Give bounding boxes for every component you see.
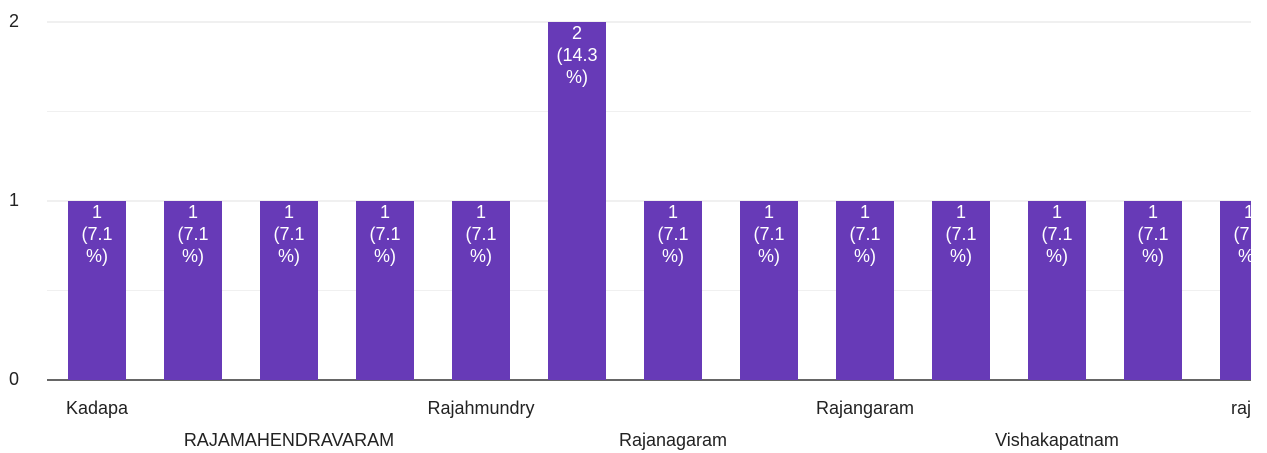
value-label: 1 (7.1%): [753, 202, 784, 266]
bar: [452, 201, 510, 380]
x-tick-label: rajar: [1231, 398, 1267, 418]
bar: [164, 201, 222, 380]
value-label: 1 (7.1%): [1137, 202, 1168, 266]
value-label: 1 (7.1%): [273, 202, 304, 266]
bar: [836, 201, 894, 380]
x-tick-label: Rajanagaram: [619, 430, 727, 450]
y-tick-label: 0: [9, 369, 19, 389]
y-tick-label: 2: [9, 11, 19, 31]
bar: [1220, 201, 1251, 380]
bar: [1028, 201, 1086, 380]
x-tick-label: Rajahmundry: [427, 398, 534, 418]
bar: [740, 201, 798, 380]
value-label: 1 (7.1%): [81, 202, 112, 266]
x-tick-label: Kadapa: [66, 398, 129, 418]
x-tick-label: Rajangaram: [816, 398, 914, 418]
y-tick-label: 1: [9, 190, 19, 210]
plot-area: 1 (7.1 %) Kadapa 1 (7.1 %) 1 (7.1 %) RAJAMAHENDRAV…: [47, 21, 1267, 450]
value-label: 1 (7.1%): [657, 202, 688, 266]
bar: [1124, 201, 1182, 380]
bar: [644, 201, 702, 380]
value-label: 1 (7.1%): [177, 202, 208, 266]
bar: [68, 201, 126, 380]
x-tick-label: Vishakapatnam: [995, 430, 1119, 450]
value-label: 2 (14.3%): [556, 23, 597, 87]
x-tick-label: RAJAMAHENDRAVARAM: [184, 430, 394, 450]
value-label: 1 (7.1%): [1041, 202, 1072, 266]
bar: [356, 201, 414, 380]
bar: [548, 22, 606, 380]
value-label: 1 (7.1%): [369, 202, 400, 266]
bar: [932, 201, 990, 380]
bar: [260, 201, 318, 380]
value-label: 1 (7.1%): [945, 202, 976, 266]
value-label: 1 (7.1%): [465, 202, 496, 266]
value-label: 1 (7.1%): [849, 202, 880, 266]
value-label: 1 (7.1%): [1233, 202, 1264, 266]
